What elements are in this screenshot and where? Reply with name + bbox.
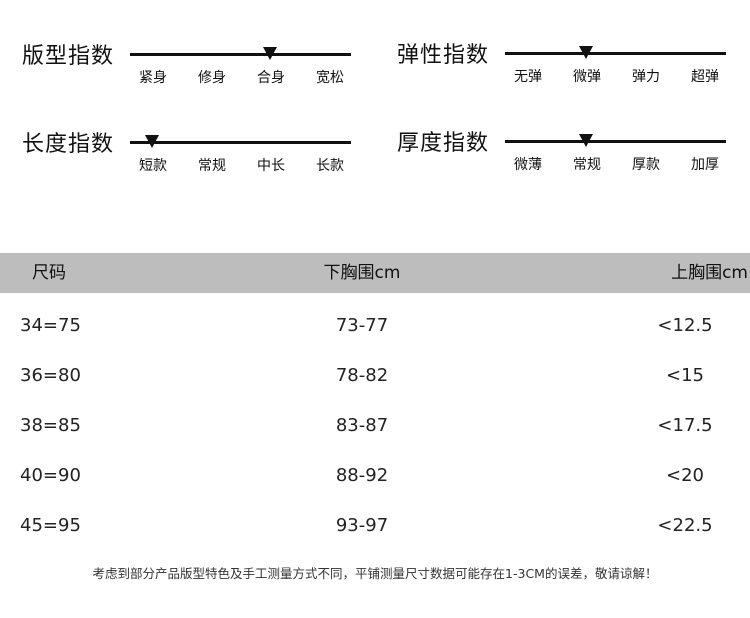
index-scale-line — [130, 53, 351, 56]
index-label: 厚款 — [632, 157, 660, 173]
index-title: 版型指数 — [22, 44, 115, 69]
cell-bust: <17.5 — [657, 415, 713, 436]
index-label: 无弹 — [514, 69, 542, 85]
index-label: 弹力 — [632, 69, 660, 85]
index-scale-line — [505, 52, 726, 55]
cell-underbust: 78-82 — [335, 365, 389, 386]
index-marker-icon — [263, 47, 277, 60]
thickness-index: 厚度指数 微薄 常规 厚款 加厚 — [397, 129, 750, 189]
index-label: 微薄 — [514, 157, 542, 173]
index-marker-icon — [579, 134, 593, 147]
header-underbust: 下胸围cm — [323, 263, 401, 283]
header-size: 尺码 — [32, 263, 66, 283]
header-bust: 上胸围cm — [671, 263, 748, 283]
cell-size: 40=90 — [20, 465, 81, 486]
index-label: 紧身 — [139, 70, 167, 86]
cell-underbust: 88-92 — [335, 465, 389, 486]
index-marker-icon — [579, 46, 593, 59]
index-label: 长款 — [316, 158, 344, 174]
table-row: 34=75 73-77 <12.5 — [0, 306, 750, 346]
table-header: 尺码 下胸围cm 上胸围cm — [0, 253, 750, 293]
cell-bust: <22.5 — [657, 515, 713, 536]
cell-size: 36=80 — [20, 365, 81, 386]
table-row: 38=85 83-87 <17.5 — [0, 406, 750, 446]
index-label: 修身 — [198, 70, 226, 86]
cell-size: 34=75 — [20, 315, 81, 336]
index-label: 宽松 — [316, 70, 344, 86]
index-marker-icon — [145, 135, 159, 148]
index-scale-line — [505, 140, 726, 143]
cell-underbust: 73-77 — [335, 315, 389, 336]
table-row: 45=95 93-97 <22.5 — [0, 506, 750, 546]
elasticity-index: 弹性指数 无弹 微弹 弹力 超弹 — [397, 41, 750, 101]
index-scale-line — [130, 141, 351, 144]
index-label: 中长 — [257, 158, 285, 174]
index-title: 长度指数 — [22, 132, 115, 157]
cell-underbust: 83-87 — [335, 415, 389, 436]
cell-underbust: 93-97 — [335, 515, 389, 536]
length-index: 长度指数 短款 常规 中长 长款 — [22, 130, 382, 190]
fit-index: 版型指数 紧身 修身 合身 宽松 — [22, 42, 382, 102]
index-label: 合身 — [257, 70, 285, 86]
index-title: 厚度指数 — [397, 131, 490, 156]
table-row: 40=90 88-92 <20 — [0, 456, 750, 496]
cell-bust: <20 — [666, 465, 704, 486]
cell-bust: <15 — [666, 365, 704, 386]
index-label: 微弹 — [573, 69, 601, 85]
index-title: 弹性指数 — [397, 43, 490, 68]
measurement-note: 考虑到部分产品版型特色及手工测量方式不同，平铺测量尺寸数据可能存在1-3CM的误… — [92, 566, 658, 581]
index-label: 常规 — [573, 157, 601, 173]
table-row: 36=80 78-82 <15 — [0, 356, 750, 396]
index-label: 加厚 — [691, 157, 719, 173]
index-label: 短款 — [139, 158, 167, 174]
cell-size: 45=95 — [20, 515, 81, 536]
index-label: 常规 — [198, 158, 226, 174]
cell-bust: <12.5 — [657, 315, 713, 336]
index-label: 超弹 — [691, 69, 719, 85]
cell-size: 38=85 — [20, 415, 81, 436]
